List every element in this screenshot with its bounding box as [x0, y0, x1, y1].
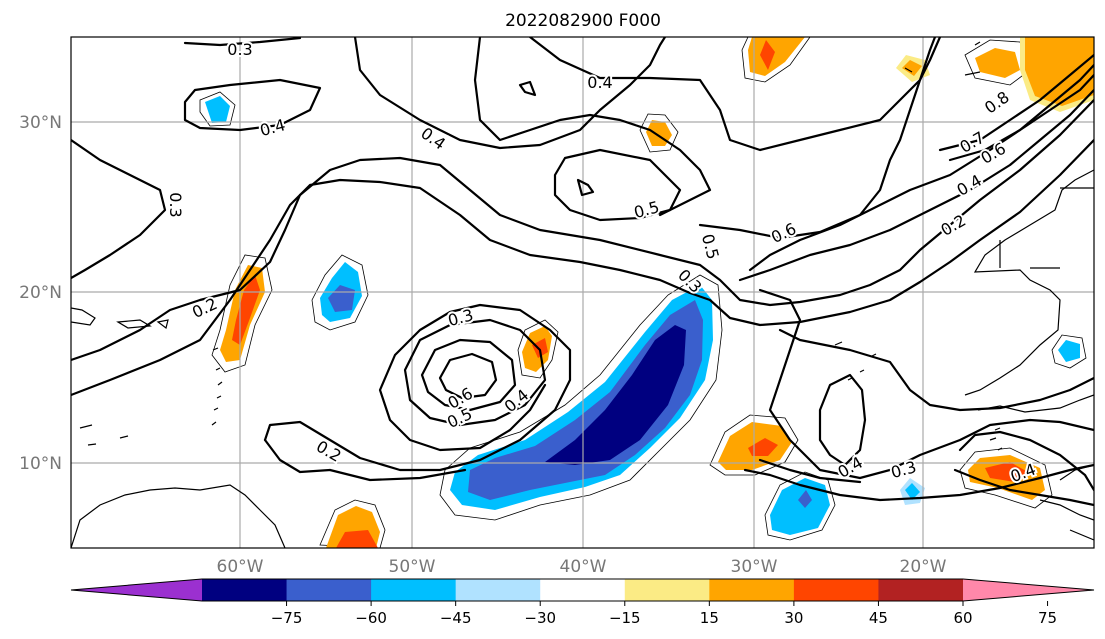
- contour-label: 0.5: [698, 232, 723, 262]
- coastlines: [71, 41, 1094, 548]
- contour-label: 0.5: [632, 197, 662, 222]
- lon-label: 20°W: [900, 557, 947, 577]
- contour-label: 0.3: [446, 305, 476, 330]
- colorbar-segment: [455, 579, 541, 601]
- lon-label: 60°W: [217, 557, 264, 577]
- lon-label: 30°W: [731, 557, 778, 577]
- colorbar-tick-label: −60: [355, 609, 387, 627]
- map-title: 2022082900 F000: [505, 11, 661, 31]
- colorbar-tick-label: −30: [524, 609, 556, 627]
- colorbar-extend-low: [71, 579, 202, 601]
- colorbar-tick-label: 30: [784, 609, 803, 627]
- lon-label: 50°W: [389, 557, 436, 577]
- contour-label: 0.3: [227, 40, 252, 59]
- map-area: 0.3 0.4 0.4 0.3 0.4 0.5 0.6 0.5 0.3 0.2 …: [71, 37, 1094, 548]
- lat-label: 20°N: [19, 283, 62, 303]
- colorbar-segment: [540, 579, 626, 601]
- colorbar-segment: [371, 579, 457, 601]
- longitude-labels: 60°W 50°W 40°W 30°W 20°W: [217, 557, 947, 577]
- colorbar-tick-label: −45: [440, 609, 472, 627]
- lon-label: 40°W: [560, 557, 607, 577]
- colorbar: −75 −60 −45 −30 −15 15 30 45 60 75: [70, 578, 1095, 627]
- lat-label: 10°N: [19, 454, 62, 474]
- colorbar-tick-label: −15: [609, 609, 641, 627]
- contour-label: 0.2: [937, 211, 969, 240]
- lat-label: 30°N: [19, 113, 62, 133]
- colorbar-segment: [793, 579, 879, 601]
- colorbar-tick-label: 15: [700, 609, 719, 627]
- contour-label: 0.3: [889, 457, 919, 482]
- contour-label: 0.5: [444, 404, 475, 432]
- colorbar-segment: [286, 579, 372, 601]
- contour-label: 0.3: [166, 192, 185, 217]
- latitude-labels: 30°N 20°N 10°N: [19, 113, 62, 474]
- colorbar-tick-label: 45: [869, 609, 888, 627]
- colorbar-tick-label: −75: [271, 609, 303, 627]
- map-frame: [70, 36, 1095, 549]
- contour-label: 0.4: [417, 123, 449, 153]
- contour-label: 0.2: [313, 437, 345, 466]
- colorbar-extend-high: [963, 579, 1094, 601]
- gridlines: [71, 37, 1094, 548]
- colorbar-segment: [624, 579, 710, 601]
- contour-lines: [71, 37, 1094, 507]
- contour-label: 0.8: [981, 87, 1013, 117]
- contour-label: 0.4: [587, 73, 612, 92]
- contour-label: 0.4: [258, 115, 288, 140]
- colorbar-outline: [70, 578, 1095, 602]
- colorbar-tick-label: 75: [1038, 609, 1057, 627]
- colorbar-segment: [878, 579, 964, 601]
- colorbar-tick-label: 60: [953, 609, 972, 627]
- colorbar-segment: [202, 579, 288, 601]
- colorbar-segment: [709, 579, 795, 601]
